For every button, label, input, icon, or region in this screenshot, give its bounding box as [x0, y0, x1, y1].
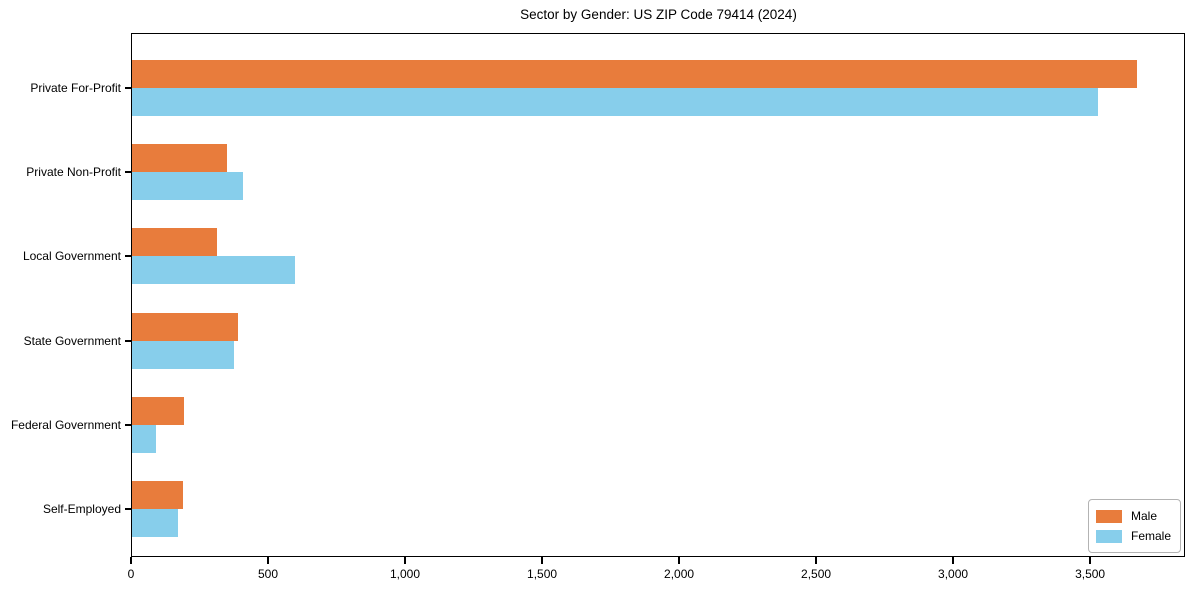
x-tick-label: 2,000 — [664, 567, 695, 581]
bar-female-local-government — [131, 256, 296, 285]
legend-entry-female: Female — [1095, 526, 1171, 546]
chart-title: Sector by Gender: US ZIP Code 79414 (202… — [520, 7, 797, 22]
legend-label-male: Male — [1130, 509, 1157, 523]
y-tick-label: State Government — [23, 333, 121, 348]
y-tick — [125, 423, 131, 426]
x-tick — [678, 556, 681, 564]
y-tick-label: Local Government — [22, 249, 121, 264]
y-tick-label: Private Non-Profit — [26, 165, 121, 180]
y-tick-label: Private For-Profit — [30, 81, 121, 95]
x-tick — [404, 556, 407, 564]
x-tick-label: 3,000 — [938, 567, 969, 581]
bar-female-federal-government — [131, 424, 156, 453]
bar-female-self-employed — [131, 509, 178, 537]
x-tick — [815, 556, 818, 564]
y-tick — [125, 339, 131, 342]
bar-male-self-employed — [131, 481, 184, 509]
bar-female-state-government — [131, 340, 234, 369]
bar-male-federal-government — [131, 396, 185, 425]
y-tick-label: Self-Employed — [42, 502, 121, 516]
x-tick-label: 1,000 — [390, 567, 421, 581]
bar-male-local-government — [131, 228, 218, 257]
y-tick — [125, 171, 131, 174]
x-tick-label: 3,500 — [1075, 567, 1106, 581]
y-tick-label: Federal Government — [10, 417, 121, 432]
x-tick — [952, 556, 955, 564]
bar-female-private-for-profit — [131, 88, 1099, 116]
y-tick — [125, 255, 131, 258]
bar-female-private-non-profit — [131, 172, 244, 201]
bar-male-private-non-profit — [131, 144, 227, 173]
y-tick — [125, 87, 131, 89]
x-tick — [541, 556, 544, 564]
x-tick-label: 1,500 — [527, 567, 558, 581]
legend-swatch-female — [1095, 529, 1122, 543]
legend: Male Female — [1087, 499, 1181, 553]
x-tick — [130, 556, 132, 564]
bar-male-state-government — [131, 312, 238, 341]
x-tick-label: 0 — [127, 567, 135, 581]
x-tick-label: 500 — [257, 567, 279, 581]
x-tick — [267, 556, 269, 564]
legend-label-female: Female — [1130, 529, 1171, 543]
legend-entry-male: Male — [1095, 506, 1171, 526]
y-tick — [125, 508, 131, 510]
x-tick — [1089, 556, 1092, 564]
legend-swatch-male — [1095, 509, 1122, 523]
x-tick-label: 2,500 — [801, 567, 832, 581]
bar-male-private-for-profit — [131, 60, 1137, 88]
